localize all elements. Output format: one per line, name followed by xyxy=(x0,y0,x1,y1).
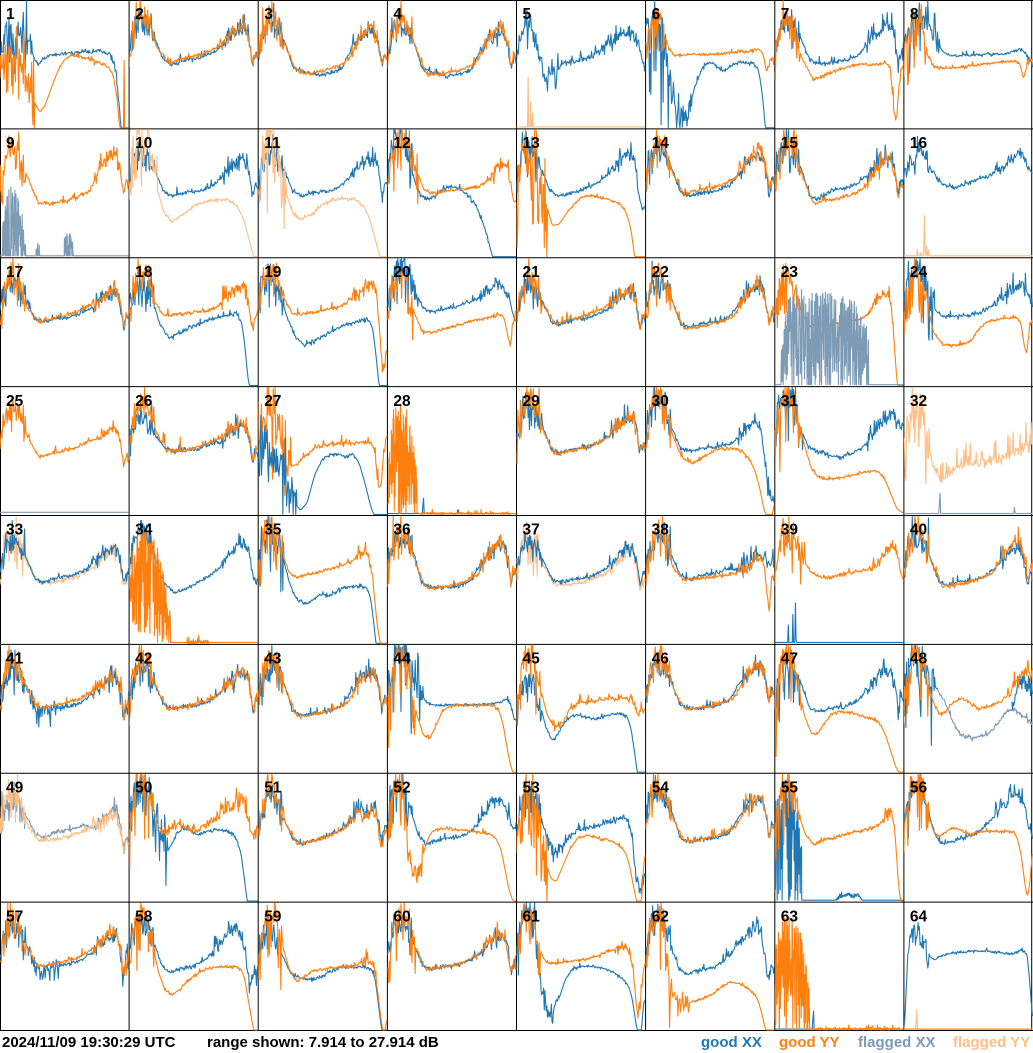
svg-text:33: 33 xyxy=(6,522,24,539)
svg-text:19: 19 xyxy=(264,264,282,281)
svg-text:48: 48 xyxy=(910,651,928,668)
svg-text:29: 29 xyxy=(523,393,541,410)
svg-text:57: 57 xyxy=(6,908,23,925)
svg-text:23: 23 xyxy=(781,264,799,281)
svg-text:45: 45 xyxy=(523,651,541,668)
svg-text:2024/11/09 19:30:29 UTC: 2024/11/09 19:30:29 UTC xyxy=(2,1034,176,1051)
svg-text:56: 56 xyxy=(910,780,928,797)
svg-text:35: 35 xyxy=(264,522,282,539)
svg-text:44: 44 xyxy=(393,651,411,668)
svg-text:54: 54 xyxy=(652,780,670,797)
svg-text:34: 34 xyxy=(135,522,153,539)
svg-text:13: 13 xyxy=(523,135,541,152)
svg-text:8: 8 xyxy=(910,6,919,23)
svg-text:16: 16 xyxy=(910,135,928,152)
svg-text:15: 15 xyxy=(781,135,799,152)
svg-text:27: 27 xyxy=(264,393,281,410)
svg-text:47: 47 xyxy=(781,651,798,668)
svg-text:4: 4 xyxy=(393,6,402,23)
svg-text:12: 12 xyxy=(393,135,410,152)
svg-text:18: 18 xyxy=(135,264,153,281)
svg-text:24: 24 xyxy=(910,264,928,281)
svg-text:30: 30 xyxy=(652,393,669,410)
svg-text:2: 2 xyxy=(135,6,144,23)
svg-text:5: 5 xyxy=(523,6,532,23)
svg-text:26: 26 xyxy=(135,393,153,410)
svg-text:37: 37 xyxy=(523,522,540,539)
svg-text:60: 60 xyxy=(393,908,410,925)
svg-text:58: 58 xyxy=(135,908,153,925)
svg-text:61: 61 xyxy=(523,908,541,925)
svg-text:64: 64 xyxy=(910,908,928,925)
svg-text:21: 21 xyxy=(523,264,541,281)
svg-text:55: 55 xyxy=(781,780,799,797)
svg-text:41: 41 xyxy=(6,651,24,668)
svg-text:63: 63 xyxy=(781,908,799,925)
svg-text:7: 7 xyxy=(781,6,790,23)
svg-text:10: 10 xyxy=(135,135,152,152)
svg-text:36: 36 xyxy=(393,522,411,539)
svg-text:40: 40 xyxy=(910,522,927,539)
svg-text:62: 62 xyxy=(652,908,669,925)
svg-text:flagged YY: flagged YY xyxy=(953,1034,1030,1051)
svg-text:39: 39 xyxy=(781,522,799,539)
svg-text:1: 1 xyxy=(6,6,15,23)
svg-text:14: 14 xyxy=(652,135,670,152)
svg-text:32: 32 xyxy=(910,393,927,410)
svg-text:50: 50 xyxy=(135,780,152,797)
svg-text:good XX: good XX xyxy=(701,1034,762,1051)
svg-text:range shown: 7.914 to 27.914 d: range shown: 7.914 to 27.914 dB xyxy=(207,1034,439,1051)
svg-text:11: 11 xyxy=(264,135,281,152)
svg-text:17: 17 xyxy=(6,264,23,281)
svg-text:20: 20 xyxy=(393,264,410,281)
svg-text:52: 52 xyxy=(393,780,410,797)
svg-text:46: 46 xyxy=(652,651,670,668)
svg-text:22: 22 xyxy=(652,264,669,281)
svg-text:flagged XX: flagged XX xyxy=(858,1034,936,1051)
svg-text:51: 51 xyxy=(264,780,282,797)
svg-text:43: 43 xyxy=(264,651,282,668)
svg-text:53: 53 xyxy=(523,780,541,797)
svg-text:3: 3 xyxy=(264,6,273,23)
svg-text:6: 6 xyxy=(652,6,661,23)
svg-text:59: 59 xyxy=(264,908,282,925)
svg-text:25: 25 xyxy=(6,393,24,410)
svg-text:9: 9 xyxy=(6,135,15,152)
svg-text:good YY: good YY xyxy=(779,1034,840,1051)
svg-text:38: 38 xyxy=(652,522,670,539)
svg-text:49: 49 xyxy=(6,780,24,797)
svg-text:28: 28 xyxy=(393,393,411,410)
svg-text:31: 31 xyxy=(781,393,799,410)
svg-text:42: 42 xyxy=(135,651,152,668)
